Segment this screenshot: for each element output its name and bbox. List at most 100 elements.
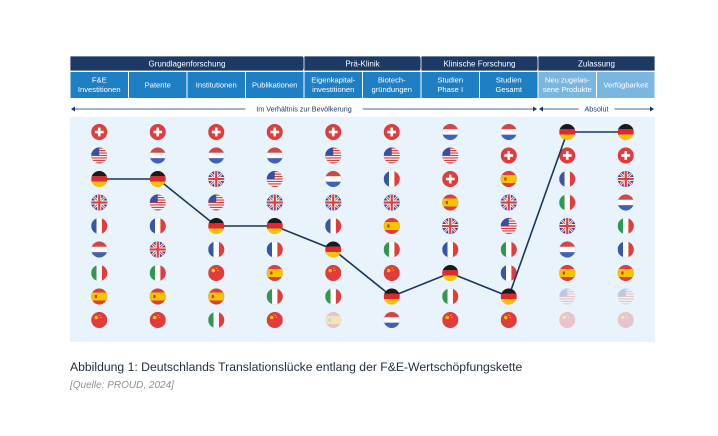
flag-es: [207, 288, 225, 305]
scale-arrow-right: [533, 106, 537, 112]
category-label: Studien Gesamt: [495, 76, 522, 94]
scale-arrow-left: [71, 106, 75, 112]
flag-it: [149, 264, 167, 282]
flag-it: [266, 288, 284, 305]
flag-gb: [383, 194, 401, 211]
flag-us: [90, 147, 108, 164]
flag-cn: [149, 311, 167, 329]
flag-nl: [207, 147, 225, 164]
flag-us: [441, 147, 459, 164]
flag-nl: [441, 123, 459, 141]
category-header: [480, 72, 538, 98]
flag-fr: [266, 241, 284, 258]
flag-it: [324, 288, 342, 305]
flag-gb: [617, 170, 635, 188]
category-header: [246, 72, 304, 98]
chart-svg: Grundlagenforschung Prä-Klinik Klinische F…: [70, 56, 655, 342]
flag-de-marker: [617, 123, 635, 141]
flag-es: [90, 288, 108, 305]
flag-nl: [149, 147, 167, 164]
flag-de-marker: [500, 288, 518, 305]
category-label: Biotech-gründungen: [371, 76, 412, 94]
scale-arrow-right: [650, 106, 654, 112]
category-label: Institutionen: [196, 81, 237, 90]
flag-es: [266, 264, 284, 282]
category-label: Patente: [145, 81, 171, 90]
flag-es: [325, 312, 342, 328]
flag-gb: [207, 170, 225, 188]
flag-it: [207, 311, 225, 329]
chart-panel: [70, 117, 655, 342]
flag-it: [383, 241, 401, 258]
category-header: [129, 72, 187, 98]
flag-nl: [558, 241, 576, 258]
flag-ch: [266, 123, 284, 141]
flag-cn: [559, 312, 576, 328]
flag-es: [500, 170, 518, 188]
flag-es: [617, 264, 635, 282]
category-label: Eigenkapital-investitionen: [311, 76, 355, 94]
flag-gb: [500, 194, 518, 211]
flag-fr: [617, 241, 635, 258]
flag-fr: [558, 170, 576, 188]
category-header: [421, 72, 479, 98]
phase-label: Prä-Klinik: [345, 60, 380, 69]
flag-es: [558, 264, 576, 282]
flag-fr: [149, 217, 167, 235]
flag-cn: [266, 311, 284, 329]
flag-ch: [324, 123, 342, 141]
flag-nl: [90, 241, 108, 258]
flag-cn: [617, 312, 634, 328]
flag-nl: [500, 123, 518, 141]
phase-label: Zulassung: [578, 60, 615, 69]
flag-ch: [617, 147, 635, 164]
flag-ch: [90, 123, 108, 141]
flag-nl: [383, 311, 401, 329]
flag-nl: [617, 194, 635, 211]
category-label: Verfügbarkeit: [603, 81, 649, 90]
flag-de-marker: [207, 217, 225, 235]
flag-nl: [266, 147, 284, 164]
flag-us: [149, 194, 167, 211]
flag-de-marker: [383, 288, 401, 305]
flag-cn: [207, 264, 225, 282]
category-header: [187, 72, 245, 98]
flag-gb: [266, 194, 284, 211]
flag-de-marker: [324, 241, 342, 258]
flag-us: [207, 194, 225, 211]
flag-de-marker: [266, 217, 284, 235]
phase-label: Klinische Forschung: [443, 60, 515, 69]
flag-fr: [90, 217, 108, 235]
category-header: [363, 72, 421, 98]
flag-cn: [383, 264, 401, 282]
germany-series-line: [99, 131, 626, 298]
flag-ch: [383, 123, 401, 141]
flag-us: [617, 288, 634, 305]
flag-ch: [441, 170, 459, 188]
category-label: Studien Phase I: [437, 76, 463, 94]
flag-fr: [383, 170, 401, 188]
flag-it: [441, 288, 459, 305]
flag-us: [500, 217, 518, 235]
flag-de-marker: [149, 170, 167, 188]
flag-it: [617, 217, 635, 235]
flag-ch: [207, 123, 225, 141]
flag-it: [90, 264, 108, 282]
flag-fr: [324, 217, 342, 235]
flag-gb: [149, 241, 167, 258]
figure-caption: Abbildung 1: Deutschlands Translationslü…: [70, 360, 523, 374]
flag-us: [324, 147, 342, 164]
flag-us: [559, 288, 576, 305]
category-label: Publikationen: [252, 81, 298, 90]
flag-it: [558, 194, 576, 211]
flag-es: [149, 288, 167, 305]
flag-fr: [207, 241, 225, 258]
phase-header-band: [537, 56, 655, 72]
category-label: Neu zugelas-sene Produkte: [543, 76, 592, 94]
flag-cn: [324, 264, 342, 282]
flag-fr: [441, 241, 459, 258]
flag-ch: [149, 123, 167, 141]
flag-es: [383, 217, 401, 235]
flag-cn: [90, 311, 108, 329]
flag-gb: [324, 194, 342, 211]
